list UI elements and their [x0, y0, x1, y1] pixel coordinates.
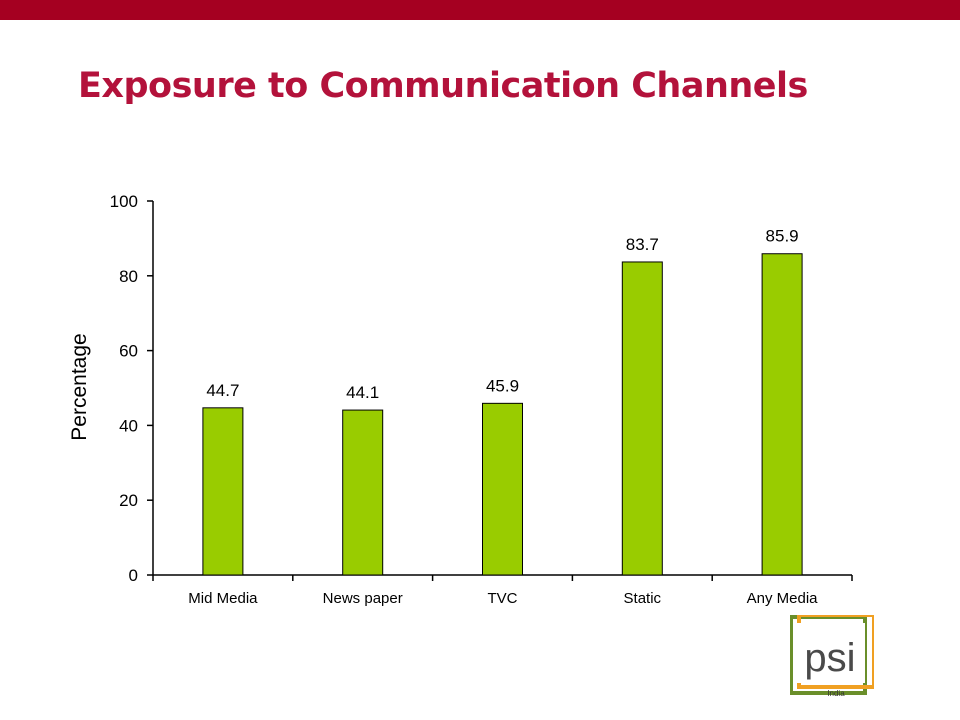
x-tick-label: News paper [323, 590, 403, 607]
bar [482, 402, 523, 576]
bar-value-label: 44.1 [346, 383, 379, 402]
bar-value-label: 44.7 [206, 381, 239, 400]
y-tick-label: 40 [119, 416, 138, 435]
bar-value-label: 85.9 [766, 227, 799, 246]
x-tick-label: Any Media [747, 590, 819, 607]
bar [342, 409, 384, 576]
psi-india-logo: psi India [790, 615, 874, 698]
bar-value-label: 45.9 [486, 376, 519, 395]
bar [761, 253, 803, 576]
bar [202, 407, 244, 576]
x-tick-label: Static [624, 590, 662, 607]
chart-bars: 44.7 Mid Media 44.1 News paper 45.9 TVC 83.7 St… [188, 227, 818, 607]
x-tick-label: Mid Media [188, 590, 258, 607]
y-tick-label: 80 [119, 267, 138, 286]
x-tick-label: TVC [488, 590, 518, 607]
bar-value-label: 83.7 [626, 235, 659, 254]
bar [621, 261, 663, 576]
logo-subtext: India [827, 689, 845, 698]
y-tick-label: 0 [129, 566, 138, 585]
slide-title: Exposure to Communication Channels [78, 66, 808, 106]
y-tick-label: 20 [119, 491, 138, 510]
y-axis-label: Percentage [68, 333, 91, 440]
top-accent-bar [0, 0, 960, 20]
y-tick-label: 60 [119, 342, 138, 361]
y-tick-label: 100 [110, 192, 138, 211]
logo-text: psi [804, 636, 855, 680]
